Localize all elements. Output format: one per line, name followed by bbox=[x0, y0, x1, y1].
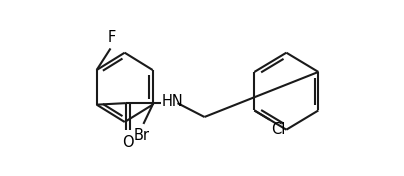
Text: O: O bbox=[122, 135, 133, 150]
Text: F: F bbox=[107, 30, 116, 45]
Text: Br: Br bbox=[134, 128, 150, 143]
Text: HN: HN bbox=[162, 94, 184, 109]
Text: Cl: Cl bbox=[271, 122, 286, 137]
